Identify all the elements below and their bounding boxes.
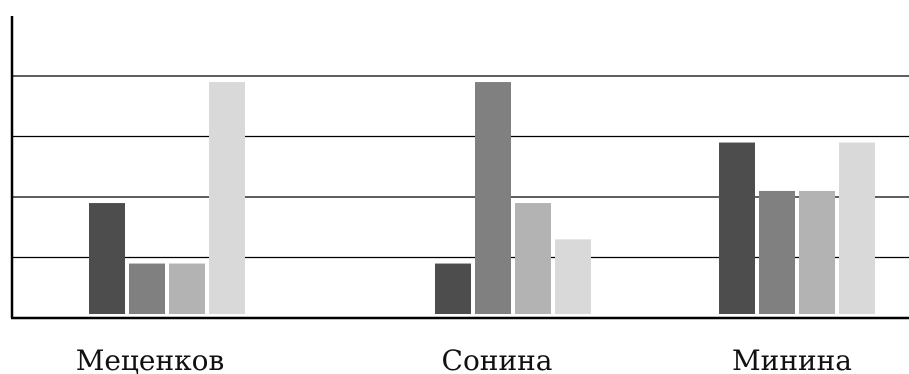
category-label: Минина xyxy=(732,344,852,374)
bar-3-series-2 xyxy=(759,190,795,314)
bar-2-series-1 xyxy=(435,263,471,314)
bar-1-series-2 xyxy=(129,263,165,314)
bar-1-series-1 xyxy=(89,203,125,314)
category-label: Меценков xyxy=(76,344,225,374)
category-label: Сонина xyxy=(442,344,553,374)
bar-2-series-3 xyxy=(515,203,551,314)
category-labels: Меценков Сонина Минина xyxy=(76,344,852,374)
bar-1-series-3 xyxy=(169,263,205,314)
bar-3-series-4 xyxy=(839,142,875,314)
bar-2-series-4 xyxy=(555,239,591,314)
bar-1-series-4 xyxy=(209,82,245,314)
bar-3-series-1 xyxy=(719,142,755,314)
bars xyxy=(89,82,875,314)
bar-2-series-2 xyxy=(475,82,511,314)
bar-3-series-3 xyxy=(799,190,835,314)
